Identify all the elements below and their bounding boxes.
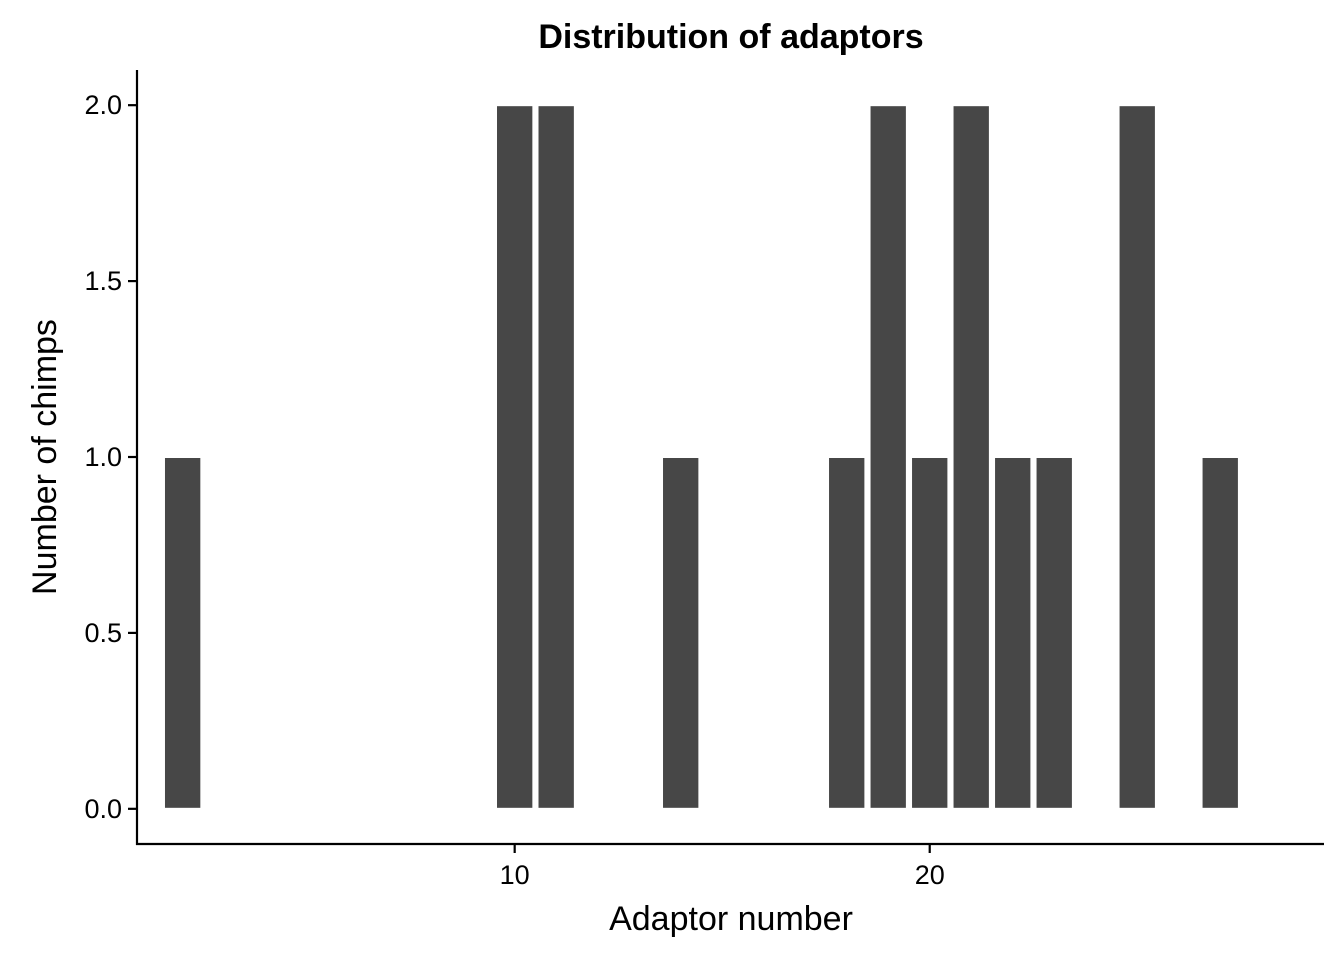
bar-adaptor-18 <box>827 456 867 810</box>
chart-title: Distribution of adaptors <box>538 18 923 56</box>
x-tick-label: 10 <box>500 860 530 890</box>
bar-adaptor-2 <box>162 456 203 810</box>
y-tick-label: 1.0 <box>84 442 122 472</box>
bar-adaptor-22 <box>993 456 1033 810</box>
bar-adaptor-27 <box>1200 456 1240 810</box>
y-tick-label: 2.0 <box>84 90 122 120</box>
bar-adaptor-23 <box>1034 456 1074 810</box>
y-ticks-group: 0.0 0.5 1.0 1.5 2.0 <box>84 90 137 824</box>
bar-adaptor-21 <box>951 104 991 810</box>
x-axis-title: Adaptor number <box>609 900 853 938</box>
y-axis-title: Number of chimps <box>26 319 64 595</box>
x-tick-label: 20 <box>915 860 945 890</box>
y-tick-label: 1.5 <box>84 266 122 296</box>
x-ticks-group: 10 20 <box>500 844 945 890</box>
y-tick-label: 0.5 <box>84 618 122 648</box>
bar-adaptor-11 <box>536 104 576 810</box>
bar-adaptor-19 <box>868 104 908 810</box>
bar-adaptor-14 <box>661 456 701 810</box>
bars-group <box>162 104 1240 810</box>
bar-adaptor-25 <box>1117 104 1157 810</box>
bar-adaptor-20 <box>910 456 950 810</box>
y-tick-label: 0.0 <box>84 794 122 824</box>
bar-adaptor-10 <box>495 104 535 810</box>
